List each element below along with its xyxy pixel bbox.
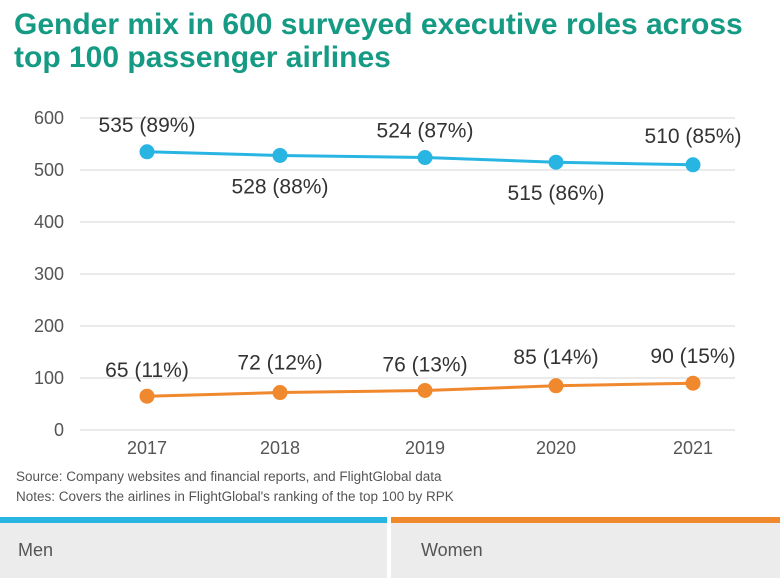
data-label-women: 90 (15%) <box>650 345 735 368</box>
chart-title: Gender mix in 600 surveyed executive rol… <box>14 8 743 74</box>
x-tick-label: 2017 <box>127 438 167 458</box>
legend-men: Men <box>0 523 387 578</box>
line-chart: 0 100 200 300 400 500 600 2017 2018 2019 2020 2021… <box>34 108 742 458</box>
legend-women: Women <box>391 523 780 578</box>
legend-women-swatch <box>391 517 780 523</box>
source-note: Source: Company websites and financial r… <box>16 469 442 484</box>
x-tick-label: 2021 <box>673 438 713 458</box>
y-axis-ticks: 0 100 200 300 400 500 600 <box>34 108 64 440</box>
data-label-men: 524 (87%) <box>377 120 474 143</box>
data-label-women: 85 (14%) <box>513 346 598 369</box>
data-point-men <box>417 150 433 166</box>
data-point-women <box>685 375 701 391</box>
data-point-women <box>272 385 288 401</box>
data-label-women: 65 (11%) <box>105 359 189 382</box>
data-label-men: 510 (85%) <box>645 125 742 148</box>
gridlines <box>80 117 735 431</box>
coverage-note: Notes: Covers the airlines in FlightGlob… <box>16 489 454 504</box>
y-tick-label: 200 <box>34 316 64 336</box>
y-tick-label: 100 <box>34 368 64 388</box>
data-label-men: 515 (86%) <box>508 182 605 205</box>
x-tick-label: 2018 <box>260 438 300 458</box>
legend-women-label: Women <box>421 540 483 560</box>
data-point-men <box>139 144 155 160</box>
data-label-men: 528 (88%) <box>232 175 329 198</box>
data-point-women <box>548 378 564 394</box>
data-labels: 535 (89%) 528 (88%) 524 (87%) 515 (86%) 510 … <box>99 114 742 382</box>
y-tick-label: 400 <box>34 212 64 232</box>
footnotes: Source: Company websites and financial r… <box>16 467 776 507</box>
data-point-men <box>685 157 701 173</box>
data-label-women: 76 (13%) <box>382 353 467 376</box>
legend-men-label: Men <box>18 540 54 560</box>
data-point-women <box>417 382 433 398</box>
data-point-men <box>548 154 564 170</box>
series <box>139 144 701 404</box>
x-tick-label: 2020 <box>536 438 576 458</box>
y-tick-label: 300 <box>34 264 64 284</box>
data-label-women: 72 (12%) <box>237 352 322 375</box>
y-tick-label: 500 <box>34 160 64 180</box>
data-label-men: 535 (89%) <box>99 114 196 137</box>
data-point-women <box>139 388 155 404</box>
y-tick-label: 600 <box>34 108 64 128</box>
legend-men-swatch <box>0 517 387 523</box>
y-tick-label: 0 <box>54 420 64 440</box>
data-point-men <box>272 147 288 163</box>
x-axis-ticks: 2017 2018 2019 2020 2021 <box>127 438 713 458</box>
x-tick-label: 2019 <box>405 438 445 458</box>
